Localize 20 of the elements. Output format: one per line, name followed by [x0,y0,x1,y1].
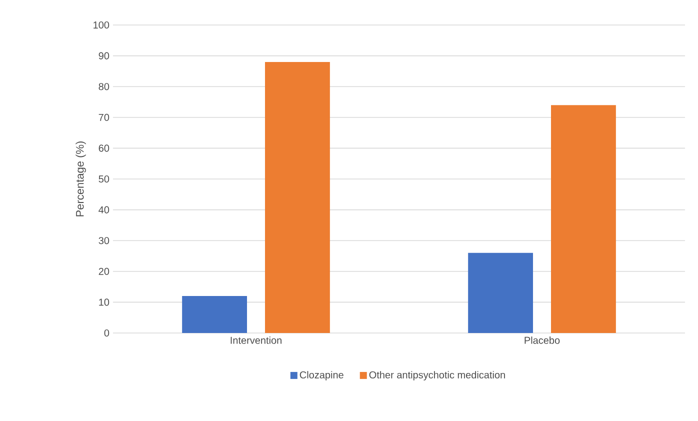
legend-label: Clozapine [300,371,344,380]
x-tick-label: Intervention [230,336,282,344]
y-tick-label: 100 [94,21,110,29]
bar [468,252,534,333]
bar [182,296,248,333]
y-tick-label: 0 [104,329,110,337]
y-tick-label: 70 [98,114,110,121]
y-tick-label: 60 [98,144,110,152]
bar [265,62,330,333]
y-tick-label: 80 [98,83,110,90]
y-tick-label: 10 [99,298,110,306]
x-tick-label: Placebo [524,336,560,344]
legend-label: Other antipsychotic medication [369,371,505,380]
bar [551,105,616,333]
y-axis-title: Percentage (%) [76,141,86,216]
y-tick-label: 90 [98,52,110,60]
y-tick-label: 30 [98,237,110,244]
y-tick-label: 20 [98,268,110,275]
y-tick-label: 50 [98,175,110,183]
y-tick-label: 40 [98,206,110,214]
